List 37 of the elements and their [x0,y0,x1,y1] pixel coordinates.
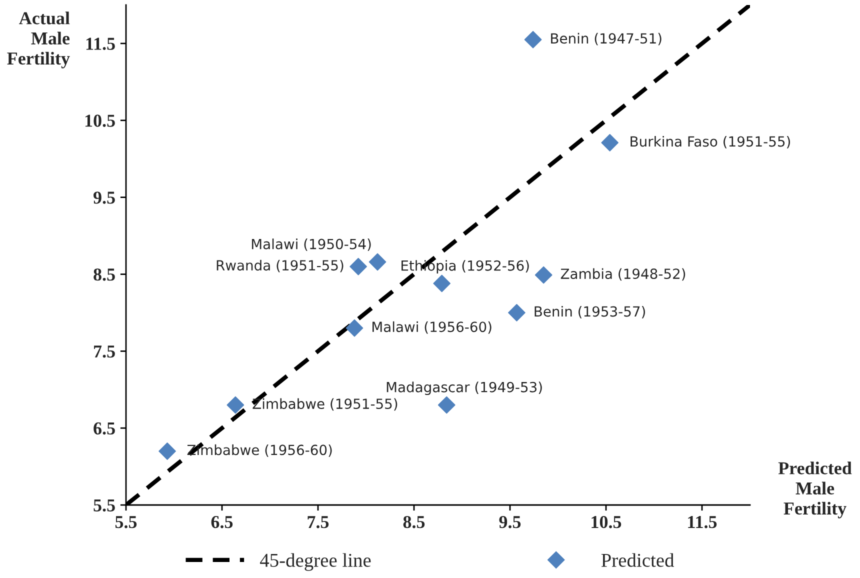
x-tick-label: 6.5 [211,516,233,528]
y-tick-label: 7.5 [94,346,115,358]
point [346,319,364,337]
point [601,134,619,152]
annotation: Benin (1947-51) [551,32,662,46]
y-tick-label: 6.5 [94,422,115,435]
annotation: Rwanda (1951-55) [216,260,344,272]
point [534,266,552,284]
legend-label: Predicted [601,553,674,567]
point [158,442,176,460]
point [438,396,456,414]
x-tick-label: 10.5 [592,516,622,528]
legend-label: 45-degree line [260,553,371,571]
y-tick-label: 10.5 [85,114,115,127]
x-tick-label: 7.5 [308,516,329,528]
x-axis-title: Predicted Male Fertility [778,462,852,518]
x-tick-label: 9.5 [499,516,521,528]
x-tick-label: 8.5 [403,516,425,528]
annotation: Malawi (1950-54) [252,238,371,251]
x-tick-label: 5.5 [115,516,137,528]
point [508,304,526,322]
annotation: Malawi (1956-60) [372,321,492,334]
y-tick-label: 11.5 [86,38,115,50]
annotation: Benin (1953-57) [534,306,646,318]
annotation: Zambia (1948-52) [560,268,686,281]
y-axis-title: Actual Male Fertility [7,12,70,68]
annotation: Burkina Faso (1951-55) [630,136,790,148]
annotation: Madagascar (1949-53) [386,382,542,396]
point [368,253,386,271]
y-tick-label: 8.5 [94,268,115,281]
point [226,396,244,414]
point [433,274,451,292]
x-tick-label: 11.5 [688,516,717,528]
point [350,258,367,276]
y-tick-label: 5.5 [94,499,115,512]
point [524,30,542,48]
y-tick-label: 9.5 [94,192,115,204]
